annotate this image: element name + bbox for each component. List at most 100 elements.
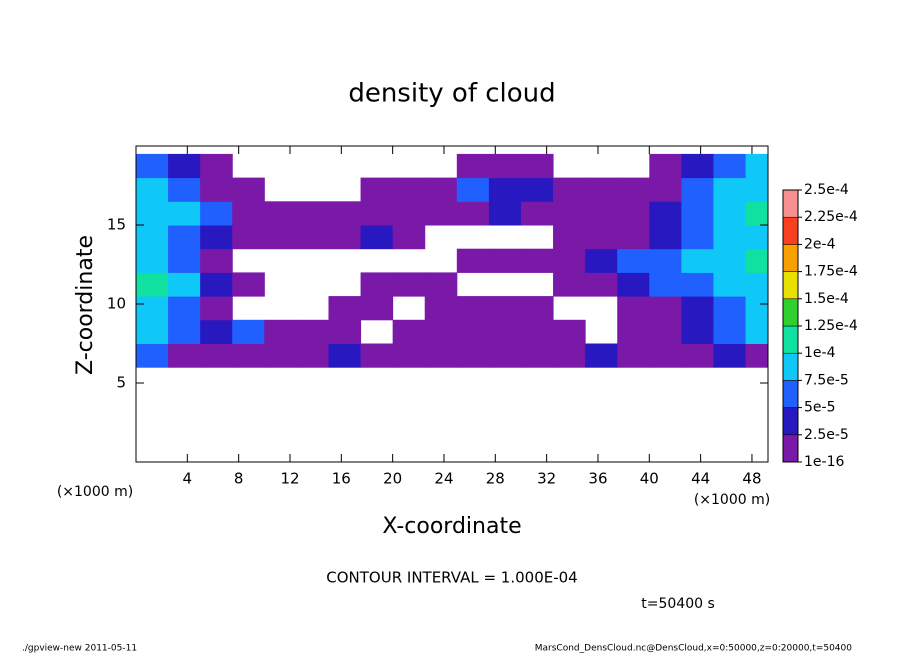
contour-cell bbox=[649, 177, 682, 202]
contour-cell bbox=[617, 248, 650, 273]
x-tick-label: 20 bbox=[383, 470, 402, 488]
contour-cell bbox=[392, 177, 426, 202]
contour-cell bbox=[456, 153, 490, 179]
colorbar-band bbox=[782, 216, 799, 245]
contour-cell bbox=[392, 319, 426, 344]
contour-cell bbox=[585, 177, 618, 202]
contour-cell bbox=[456, 201, 490, 226]
contour-cell bbox=[585, 248, 618, 273]
contour-cell bbox=[745, 343, 769, 368]
contour-cell bbox=[649, 201, 682, 226]
contour-cell bbox=[328, 201, 362, 226]
x-tick-label: 4 bbox=[183, 470, 193, 488]
contour-cell bbox=[520, 153, 554, 179]
colorbar-tick-label: 1.5e-4 bbox=[804, 291, 849, 307]
contour-cell bbox=[745, 248, 769, 273]
x-tick-label: 36 bbox=[588, 470, 607, 488]
x-tick-label: 16 bbox=[332, 470, 351, 488]
contour-cell bbox=[520, 296, 554, 321]
contour-cell bbox=[681, 201, 714, 226]
x-tick-label: 40 bbox=[640, 470, 659, 488]
contour-cell bbox=[488, 343, 522, 368]
colorbar-frame bbox=[782, 189, 799, 463]
contour-cell bbox=[553, 201, 586, 226]
contour-cell bbox=[713, 343, 747, 368]
contour-cell bbox=[456, 296, 490, 321]
x-axis-label: X-coordinate bbox=[382, 514, 521, 539]
contour-cell bbox=[617, 319, 650, 344]
x-tick-label: 32 bbox=[537, 470, 556, 488]
colorbar-tick-label: 1.75e-4 bbox=[804, 264, 858, 280]
colorbar-band bbox=[782, 352, 799, 381]
contour-cell bbox=[136, 272, 169, 297]
contour-cell bbox=[585, 201, 618, 226]
contour-cell bbox=[424, 296, 458, 321]
contour-cell bbox=[232, 201, 265, 226]
contour-cell bbox=[745, 201, 769, 226]
contour-cell bbox=[681, 225, 714, 250]
contour-cell bbox=[360, 225, 394, 250]
x-unit-label: (×1000 m) bbox=[694, 492, 770, 508]
contour-cell bbox=[713, 153, 747, 179]
contour-cell bbox=[649, 272, 682, 297]
colorbar-tick-label: 1e-16 bbox=[804, 454, 844, 470]
contour-cell bbox=[585, 225, 618, 250]
contour-cell bbox=[649, 225, 682, 250]
contour-cell bbox=[681, 319, 714, 344]
time-label: t=50400 s bbox=[641, 596, 715, 612]
contour-cell bbox=[200, 296, 233, 321]
colorbar-band bbox=[782, 407, 799, 436]
contour-cell bbox=[168, 296, 201, 321]
contour-cell bbox=[745, 225, 769, 250]
contour-cell bbox=[713, 225, 747, 250]
contour-cell bbox=[520, 343, 554, 368]
contour-cell bbox=[200, 201, 233, 226]
colorbar-tick-label: 1.25e-4 bbox=[804, 318, 858, 334]
contour-cell bbox=[649, 343, 682, 368]
colorbar-band bbox=[782, 189, 799, 218]
contour-cell bbox=[200, 225, 233, 250]
contour-cell bbox=[617, 296, 650, 321]
contour-cell bbox=[296, 319, 329, 344]
contour-cell bbox=[136, 296, 169, 321]
colorbar: 1e-16 2.5e-5 5e-5 7.5e-5 1e-4 1.25e-4 1.5e-4 1.… bbox=[782, 182, 858, 470]
contour-cell bbox=[328, 319, 362, 344]
contour-cell bbox=[488, 201, 522, 226]
y-tick-label: 5 bbox=[116, 374, 126, 392]
contour-cell bbox=[745, 153, 769, 179]
contour-cell bbox=[360, 343, 394, 368]
contour-cell bbox=[585, 272, 618, 297]
colorbar-band bbox=[782, 380, 799, 408]
colorbar-tick-label: 5e-5 bbox=[804, 400, 835, 416]
contour-cell bbox=[264, 225, 297, 250]
contour-cell bbox=[681, 296, 714, 321]
contour-cell bbox=[136, 343, 169, 368]
contour-cell bbox=[745, 319, 769, 344]
contour-cell bbox=[713, 201, 747, 226]
contour-cell bbox=[617, 177, 650, 202]
contour-cell bbox=[520, 201, 554, 226]
contour-cell bbox=[617, 343, 650, 368]
contour-cell bbox=[617, 201, 650, 226]
contour-field bbox=[136, 153, 769, 368]
contour-cell bbox=[136, 153, 169, 179]
contour-cell bbox=[745, 272, 769, 297]
contour-cell bbox=[553, 225, 586, 250]
x-tick-label: 28 bbox=[486, 470, 505, 488]
contour-cell bbox=[232, 225, 265, 250]
contour-cell bbox=[553, 343, 586, 368]
contour-cell bbox=[360, 177, 394, 202]
contour-cell bbox=[200, 272, 233, 297]
x-tick-label: 12 bbox=[280, 470, 299, 488]
colorbar-tick-label: 1e-4 bbox=[804, 345, 836, 361]
contour-cell bbox=[585, 343, 618, 368]
contour-cell bbox=[617, 272, 650, 297]
contour-cell bbox=[168, 248, 201, 273]
annotation: CONTOUR INTERVAL = 1.000E-04 bbox=[326, 569, 577, 587]
contour-cell bbox=[232, 343, 265, 368]
contour-cell bbox=[713, 296, 747, 321]
contour-cell bbox=[296, 343, 329, 368]
contour-cell bbox=[136, 201, 169, 226]
contour-cell bbox=[681, 248, 714, 273]
